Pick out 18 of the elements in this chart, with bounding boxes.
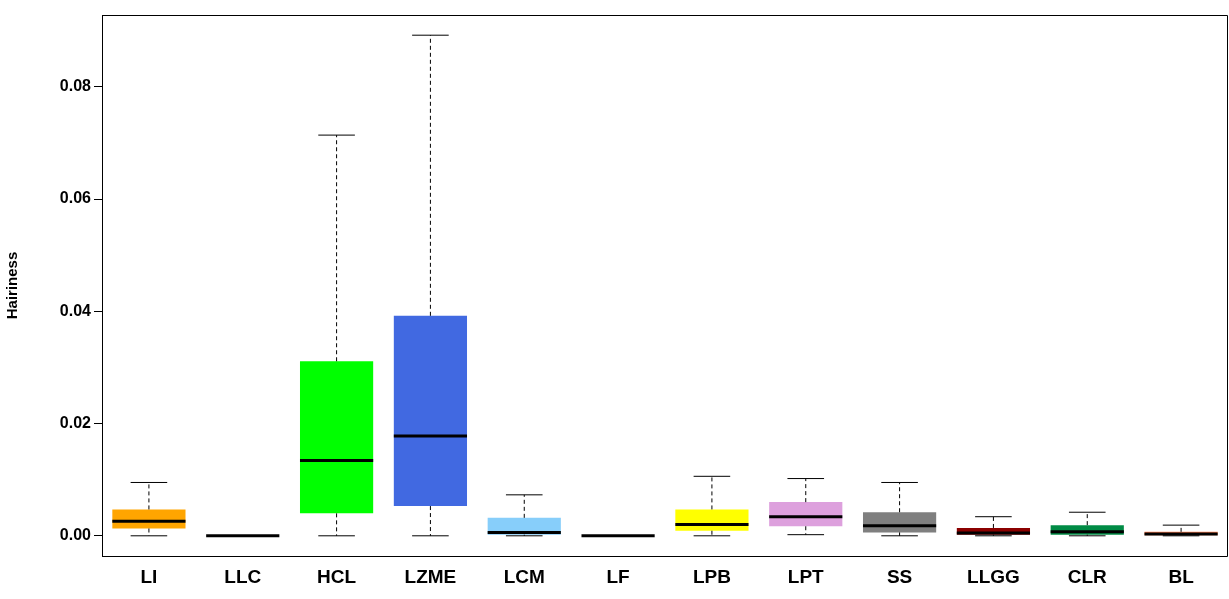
x-tick-label: HCL [317, 565, 357, 587]
x-tick-label: BL [1168, 565, 1195, 587]
x-tick-label: LCM [503, 565, 545, 587]
y-tick-label: 0.00 [59, 526, 92, 544]
x-tick-label: LI [140, 565, 158, 587]
x-tick-label: CLR [1067, 565, 1108, 587]
y-tick-label: 0.04 [59, 301, 92, 319]
x-tick-label: LLC [224, 565, 262, 587]
x-tick-label: LPT [787, 565, 825, 587]
x-tick-label: LZME [404, 565, 457, 587]
x-tick-label: LF [606, 565, 630, 587]
x-tick-label: SS [886, 565, 913, 587]
y-tick-label: 0.02 [59, 413, 92, 431]
x-tick-label: LLGG [967, 565, 1020, 587]
y-axis-title: Hairiness [3, 251, 21, 320]
y-tick-label: 0.08 [59, 77, 92, 95]
x-tick-label: LPB [692, 565, 731, 587]
y-tick-label: 0.06 [59, 189, 92, 207]
